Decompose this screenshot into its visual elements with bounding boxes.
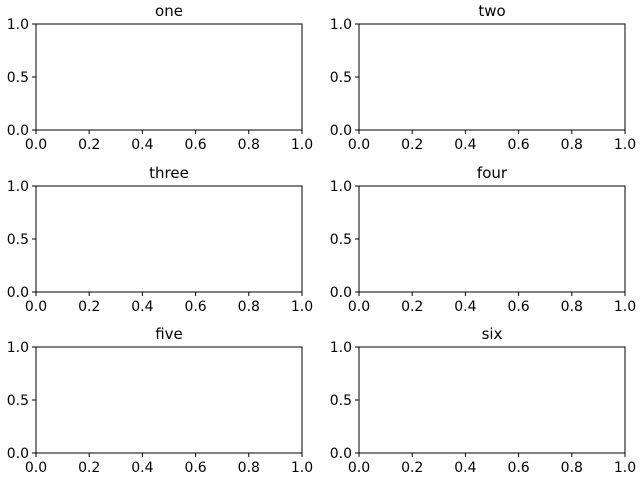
x-tick-label: 0.0	[348, 460, 370, 476]
subplot-title-three: three	[149, 164, 189, 182]
y-tick-label: 0.0	[7, 123, 29, 139]
y-tick-label: 1.0	[7, 179, 29, 195]
x-tick-label: 0.4	[454, 460, 476, 476]
x-tick-label: 0.4	[131, 460, 153, 476]
y-tick-label: 0.0	[330, 446, 352, 462]
x-tick-label: 0.4	[454, 137, 476, 153]
x-tick-label: 0.6	[184, 460, 206, 476]
x-tick-label: 0.6	[507, 299, 529, 315]
x-tick-label: 0.0	[25, 299, 47, 315]
subplot-five: five 0.0 0.2 0.4 0.6 0.8 1.0 0.0 0.5 1.0	[7, 325, 313, 476]
y-tick-label: 0.0	[330, 123, 352, 139]
x-tick-label: 0.8	[561, 299, 583, 315]
x-axis-six: 0.0 0.2 0.4 0.6 0.8 1.0	[348, 453, 636, 476]
x-tick-label: 0.2	[401, 460, 423, 476]
y-tick-label: 0.0	[7, 285, 29, 301]
x-tick-label: 0.8	[238, 137, 260, 153]
x-tick-label: 0.4	[131, 299, 153, 315]
x-tick-label: 0.8	[561, 460, 583, 476]
x-tick-label: 1.0	[614, 299, 636, 315]
x-tick-label: 0.6	[507, 137, 529, 153]
x-axis-four: 0.0 0.2 0.4 0.6 0.8 1.0	[348, 292, 636, 315]
subplot-title-six: six	[482, 325, 503, 343]
x-tick-label: 1.0	[291, 299, 313, 315]
x-axis-three: 0.0 0.2 0.4 0.6 0.8 1.0	[25, 292, 313, 315]
x-tick-label: 0.6	[184, 137, 206, 153]
x-tick-label: 0.8	[561, 137, 583, 153]
x-tick-label: 0.6	[507, 460, 529, 476]
subplot-title-four: four	[477, 164, 508, 182]
subplot-two: two 0.0 0.2 0.4 0.6 0.8 1.0 0.0 0.5 1.0	[330, 2, 636, 153]
y-axis-three: 0.0 0.5 1.0	[7, 179, 36, 301]
y-tick-label: 1.0	[330, 340, 352, 356]
x-tick-label: 0.0	[25, 137, 47, 153]
x-tick-label: 1.0	[614, 137, 636, 153]
x-tick-label: 0.2	[78, 137, 100, 153]
x-tick-label: 0.2	[78, 460, 100, 476]
y-tick-label: 0.5	[330, 393, 352, 409]
x-tick-label: 0.8	[238, 460, 260, 476]
subplot-title-one: one	[155, 2, 183, 20]
y-tick-label: 0.5	[330, 70, 352, 86]
subplot-six: six 0.0 0.2 0.4 0.6 0.8 1.0 0.0 0.5 1.0	[330, 325, 636, 476]
y-tick-label: 0.0	[330, 285, 352, 301]
x-tick-label: 0.4	[454, 299, 476, 315]
y-axis-six: 0.0 0.5 1.0	[330, 340, 359, 462]
x-axis-one: 0.0 0.2 0.4 0.6 0.8 1.0	[25, 130, 313, 153]
x-tick-label: 0.8	[238, 299, 260, 315]
y-tick-label: 1.0	[330, 17, 352, 33]
x-tick-label: 0.4	[131, 137, 153, 153]
subplot-title-two: two	[478, 2, 505, 20]
x-tick-label: 1.0	[291, 137, 313, 153]
x-axis-two: 0.0 0.2 0.4 0.6 0.8 1.0	[348, 130, 636, 153]
y-tick-label: 0.0	[7, 446, 29, 462]
x-tick-label: 1.0	[614, 460, 636, 476]
y-tick-label: 0.5	[330, 232, 352, 248]
x-tick-label: 0.0	[348, 299, 370, 315]
y-tick-label: 1.0	[330, 179, 352, 195]
y-axis-five: 0.0 0.5 1.0	[7, 340, 36, 462]
x-tick-label: 0.2	[78, 299, 100, 315]
subplot-one: one 0.0 0.2 0.4 0.6 0.8 1.0 0.0 0.5 1.0	[7, 2, 313, 153]
y-axis-two: 0.0 0.5 1.0	[330, 17, 359, 139]
y-axis-four: 0.0 0.5 1.0	[330, 179, 359, 301]
subplot-three: three 0.0 0.2 0.4 0.6 0.8 1.0 0.0 0.5 1.0	[7, 164, 313, 315]
x-tick-label: 0.0	[348, 137, 370, 153]
subplot-title-five: five	[155, 325, 183, 343]
y-axis-one: 0.0 0.5 1.0	[7, 17, 36, 139]
x-tick-label: 1.0	[291, 460, 313, 476]
y-tick-label: 0.5	[7, 393, 29, 409]
y-tick-label: 1.0	[7, 17, 29, 33]
subplot-four: four 0.0 0.2 0.4 0.6 0.8 1.0 0.0 0.5 1.0	[330, 164, 636, 315]
x-tick-label: 0.2	[401, 299, 423, 315]
x-tick-label: 0.0	[25, 460, 47, 476]
y-tick-label: 0.5	[7, 232, 29, 248]
y-tick-label: 0.5	[7, 70, 29, 86]
x-axis-five: 0.0 0.2 0.4 0.6 0.8 1.0	[25, 453, 313, 476]
y-tick-label: 1.0	[7, 340, 29, 356]
x-tick-label: 0.6	[184, 299, 206, 315]
x-tick-label: 0.2	[401, 137, 423, 153]
